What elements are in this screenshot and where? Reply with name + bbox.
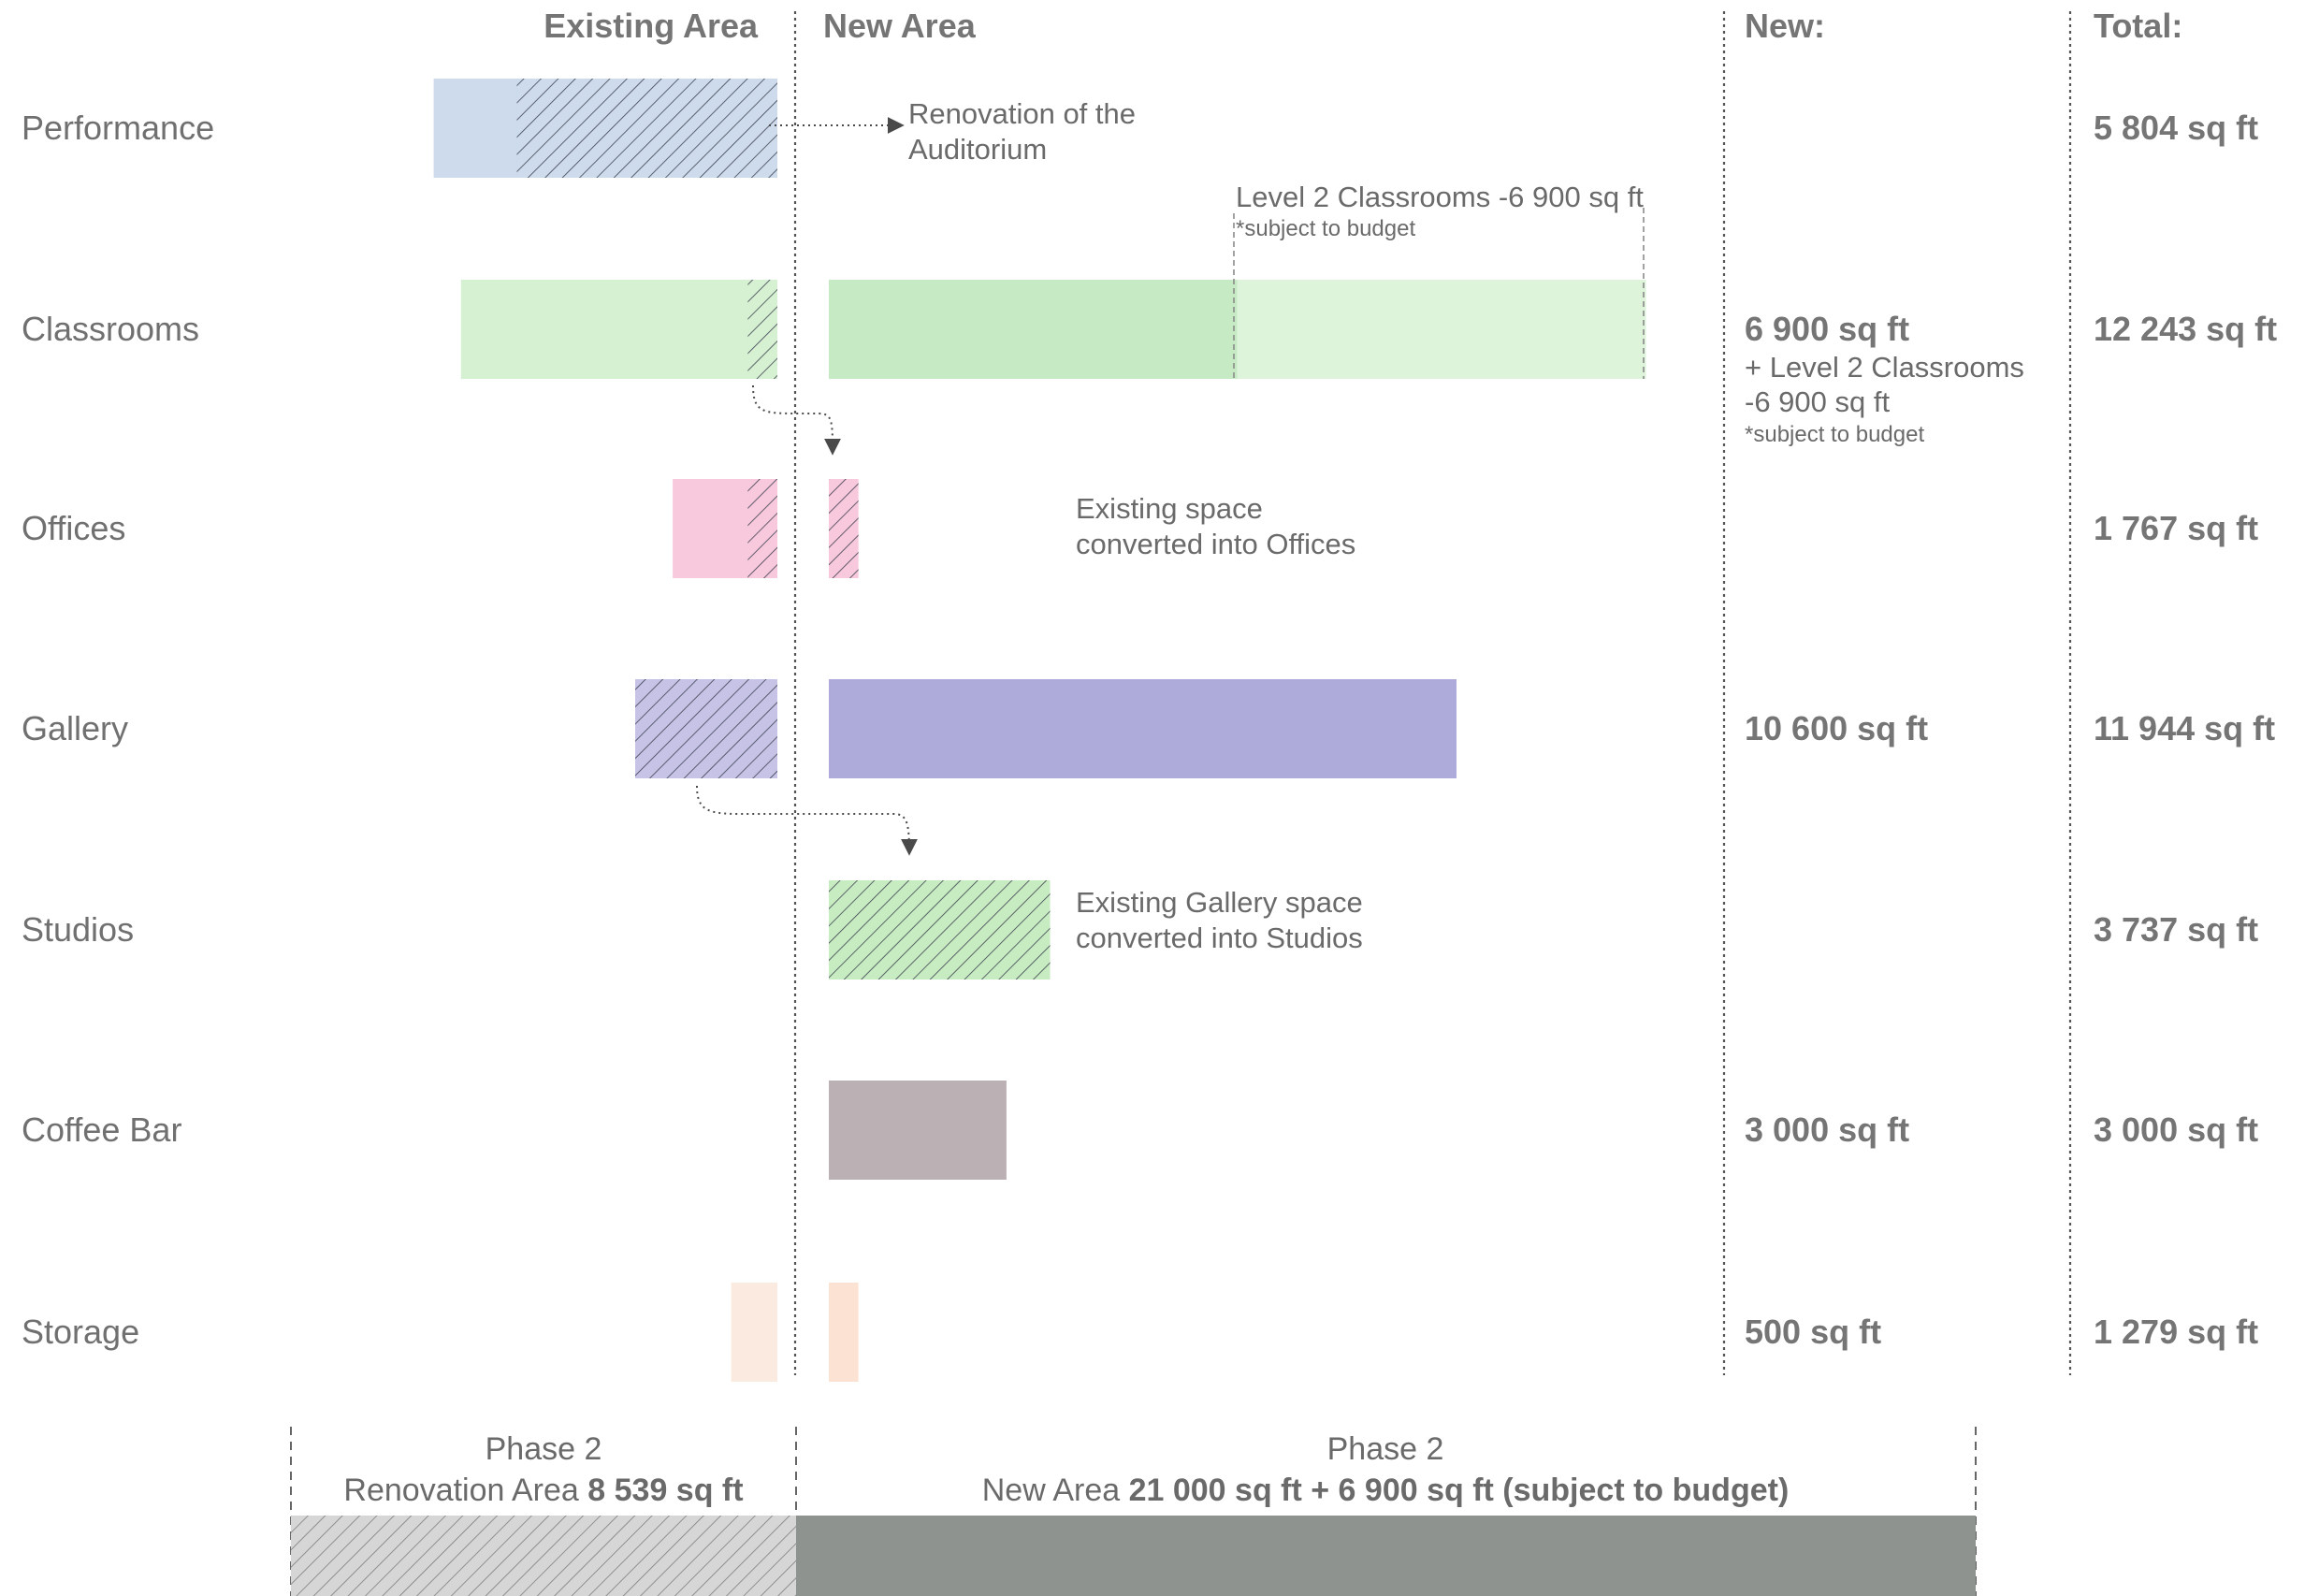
- category-label-studios: Studios: [22, 910, 134, 949]
- total-value-gallery: 11 944 sq ft: [2094, 709, 2275, 747]
- bars-layer: [433, 79, 1646, 1382]
- new-bar-coffee-bar: [829, 1081, 1007, 1180]
- converted-hatch-offices: [829, 479, 859, 578]
- header-existing-area: Existing Area: [544, 7, 759, 45]
- existing-bar-storage: [731, 1283, 777, 1382]
- arrow-classrooms-to-offices: [752, 384, 841, 456]
- phase-new-prefix: New Area: [982, 1473, 1129, 1508]
- header-total-column: Total:: [2094, 7, 2182, 45]
- category-label-performance: Performance: [22, 109, 214, 147]
- annotation-studios-line1: Existing Gallery space: [1076, 886, 1363, 919]
- renovated-hatch-gallery: [635, 679, 777, 778]
- header-new-area: New Area: [823, 7, 977, 45]
- phase-new-caption: New Area 21 000 sq ft + 6 900 sq ft (sub…: [982, 1473, 1790, 1508]
- category-label-classrooms: Classrooms: [22, 310, 199, 348]
- new-value-coffee-bar: 3 000 sq ft: [1745, 1110, 1909, 1149]
- category-labels: Performance Classrooms Offices Gallery Studi…: [22, 109, 214, 1351]
- annotation-auditorium-line2: Auditorium: [908, 133, 1047, 166]
- renovated-hatch-offices: [747, 479, 777, 578]
- classrooms-note-line1: + Level 2 Classrooms: [1745, 351, 2024, 384]
- total-value-storage: 1 279 sq ft: [2094, 1313, 2258, 1351]
- header-new-column: New:: [1745, 7, 1825, 45]
- category-label-coffee-bar: Coffee Bar: [22, 1110, 181, 1149]
- new-value-gallery: 10 600 sq ft: [1745, 709, 1928, 747]
- total-value-studios: 3 737 sq ft: [2094, 910, 2258, 949]
- new-value-storage: 500 sq ft: [1745, 1313, 1881, 1351]
- category-label-gallery: Gallery: [22, 709, 128, 747]
- annotation-offices-line1: Existing space: [1076, 492, 1263, 525]
- total-value-performance: 5 804 sq ft: [2094, 109, 2258, 147]
- new-bar-classrooms: [829, 280, 1238, 379]
- total-value-offices: 1 767 sq ft: [2094, 509, 2258, 547]
- renovated-hatch-performance: [516, 79, 777, 178]
- annotation-offices-line2: converted into Offices: [1076, 528, 1355, 560]
- phase-reno-prefix: Renovation Area: [343, 1473, 587, 1508]
- annotation-auditorium-line1: Renovation of the: [908, 97, 1136, 130]
- phase-new-bar: [796, 1516, 1976, 1596]
- classrooms-note-line3: *subject to budget: [1745, 422, 1924, 447]
- new-bar-gallery: [829, 679, 1457, 778]
- annotation-level2-line1: Level 2 Classrooms -6 900 sq ft: [1236, 181, 1644, 213]
- phase-reno-title: Phase 2: [486, 1431, 602, 1467]
- phase-new-value: 21 000 sq ft + 6 900 sq ft (subject to b…: [1129, 1473, 1790, 1508]
- annotation-level2-line2: *subject to budget: [1236, 216, 1415, 241]
- arrow-gallery-to-studios: [696, 785, 918, 856]
- category-label-storage: Storage: [22, 1313, 139, 1351]
- annotation-studios-line2: converted into Studios: [1076, 921, 1363, 954]
- phase-reno-value: 8 539 sq ft: [587, 1473, 743, 1508]
- phase-new-title: Phase 2: [1327, 1431, 1444, 1467]
- total-value-classrooms: 12 243 sq ft: [2094, 310, 2277, 348]
- new-value-classrooms: 6 900 sq ft: [1745, 310, 1909, 348]
- level2-classrooms-bar: [1237, 280, 1646, 379]
- converted-hatch-studios: [829, 880, 1051, 979]
- phase-reno-bar-hatch: [291, 1516, 796, 1596]
- renovated-hatch-classrooms: [747, 280, 777, 379]
- category-label-offices: Offices: [22, 509, 125, 547]
- phase-reno-caption: Renovation Area 8 539 sq ft: [343, 1473, 743, 1508]
- classrooms-note-line2: -6 900 sq ft: [1745, 385, 1890, 418]
- existing-bar-classrooms: [460, 280, 777, 379]
- new-bar-storage: [829, 1283, 859, 1382]
- total-value-coffee-bar: 3 000 sq ft: [2094, 1110, 2258, 1149]
- value-labels: 5 804 sq ft 6 900 sq ft 12 243 sq ft 1 767 …: [1745, 109, 2277, 1351]
